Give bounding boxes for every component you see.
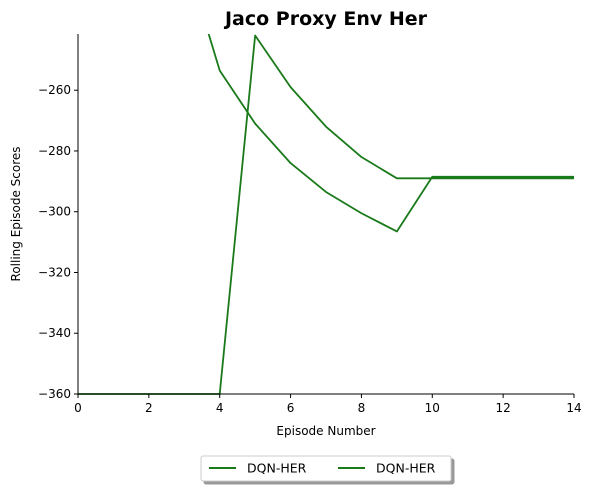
y-tick-label: −280 — [38, 144, 71, 158]
x-tick-label: 2 — [145, 401, 153, 415]
y-tick-label: −320 — [38, 265, 71, 279]
series-layer — [78, 34, 574, 395]
x-tick-label: 14 — [566, 401, 581, 415]
x-tick-label: 4 — [216, 401, 224, 415]
series-line-2 — [207, 34, 574, 233]
series-line-1 — [78, 34, 574, 395]
y-ticks: −360 −340 −320 −300 −280 −260 — [38, 83, 78, 401]
legend: DQN-HER DQN-HER — [200, 455, 452, 482]
x-axis-label: Episode Number — [276, 424, 375, 438]
x-tick-label: 12 — [496, 401, 511, 415]
y-axis-label: Rolling Episode Scores — [9, 147, 23, 282]
y-tick-label: −360 — [38, 387, 71, 401]
legend-label-2: DQN-HER — [376, 461, 436, 476]
x-tick-label: 10 — [425, 401, 440, 415]
y-tick-label: −340 — [38, 326, 71, 340]
y-tick-label: −300 — [38, 205, 71, 219]
x-tick-label: 8 — [358, 401, 366, 415]
y-tick-label: −260 — [38, 83, 71, 97]
x-tick-label: 6 — [287, 401, 295, 415]
legend-label-1: DQN-HER — [247, 461, 307, 476]
x-tick-label: 0 — [74, 401, 82, 415]
legend-box — [200, 455, 452, 482]
chart-title: Jaco Proxy Env Her — [223, 8, 428, 30]
x-ticks: 0 2 4 6 8 10 12 14 — [74, 394, 582, 415]
